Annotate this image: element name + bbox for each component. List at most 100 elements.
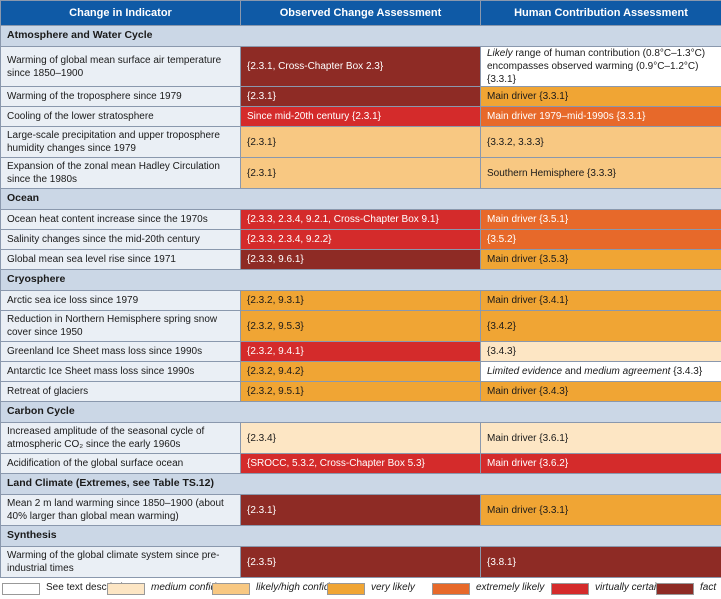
section-row: Land Climate (Extremes, see Table TS.12) (0, 473, 721, 495)
table-row: Acidification of the global surface ocea… (0, 453, 721, 474)
indicator-cell: Warming of global mean surface air tempe… (0, 46, 241, 87)
human-text: Main driver {3.5.3} (487, 254, 569, 265)
indicator-cell: Mean 2 m land warming since 1850–1900 (a… (0, 494, 241, 526)
observed-cell: {2.3.3, 9.6.1} (240, 249, 481, 270)
legend-label: medium confidence (151, 582, 238, 593)
section-title: Cryosphere (0, 269, 721, 291)
observed-cell: {2.3.3, 2.3.4, 9.2.1, Cross-Chapter Box … (240, 209, 481, 230)
human-text: {3.5.2} (487, 234, 516, 245)
table-row: Mean 2 m land warming since 1850–1900 (a… (0, 494, 721, 526)
table-row: Warming of global mean surface air tempe… (0, 46, 721, 87)
human-cell: Main driver {3.3.1} (480, 86, 721, 107)
table-row: Warming of the global climate system sin… (0, 546, 721, 578)
header-human: Human Contribution Assessment (480, 0, 721, 26)
section-row: Synthesis (0, 525, 721, 547)
human-cell: Main driver {3.5.3} (480, 249, 721, 270)
header-indicator: Change in Indicator (0, 0, 241, 26)
human-text: medium agreement (584, 366, 671, 377)
indicator-table: Change in Indicator Observed Change Asse… (0, 0, 721, 578)
table-row: Retreat of glaciers {2.3.2, 9.5.1} Main dr… (0, 381, 721, 402)
indicator-cell: Retreat of glaciers (0, 381, 241, 402)
human-text: {3.4.3} (487, 346, 516, 357)
human-text: Main driver {3.4.3} (487, 386, 569, 397)
human-cell: Southern Hemisphere {3.3.3} (480, 157, 721, 189)
human-cell: Limited evidence and medium agreement {3… (480, 361, 721, 382)
observed-cell: {2.3.4} (240, 422, 481, 454)
section-row: Atmosphere and Water Cycle (0, 25, 721, 47)
observed-cell: {2.3.3, 2.3.4, 9.2.2} (240, 229, 481, 250)
human-text: {3.4.3} (670, 366, 703, 377)
indicator-cell: Global mean sea level rise since 1971 (0, 249, 241, 270)
indicator-cell: Large-scale precipitation and upper trop… (0, 126, 241, 158)
table-body: Atmosphere and Water Cycle Warming of glo… (0, 25, 721, 578)
legend-label: very likely (371, 582, 415, 593)
table-row: Large-scale precipitation and upper trop… (0, 126, 721, 158)
legend-label: fact (700, 582, 717, 593)
human-text: Main driver 1979–mid-1990s {3.3.1} (487, 111, 646, 122)
legend-swatch (656, 583, 694, 595)
table-header-row: Change in Indicator Observed Change Asse… (0, 0, 721, 26)
indicator-cell: Salinity changes since the mid-20th cent… (0, 229, 241, 250)
indicator-cell: Greenland Ice Sheet mass loss since 1990… (0, 341, 241, 362)
indicator-cell: Antarctic Ice Sheet mass loss since 1990… (0, 361, 241, 382)
observed-cell: Since mid-20th century {2.3.1} (240, 106, 481, 127)
human-text: {3.4.2} (487, 320, 516, 332)
legend: See text description medium confidence lik… (0, 579, 721, 599)
human-cell: {3.3.2, 3.3.3} (480, 126, 721, 158)
human-cell: Main driver {3.4.1} (480, 290, 721, 311)
human-cell: Main driver {3.3.1} (480, 494, 721, 526)
section-title: Land Climate (Extremes, see Table TS.12) (0, 473, 721, 495)
table-row: Warming of the troposphere since 1979 {2.… (0, 86, 721, 107)
section-title: Synthesis (0, 525, 721, 547)
table-row: Global mean sea level rise since 1971 {2.… (0, 249, 721, 270)
legend-label: virtually certain (595, 582, 662, 593)
human-text: Limited evidence (487, 366, 563, 377)
table-row: Greenland Ice Sheet mass loss since 1990… (0, 341, 721, 362)
table-row: Arctic sea ice loss since 1979 {2.3.2, 9.… (0, 290, 721, 311)
indicator-cell: Acidification of the global surface ocea… (0, 453, 241, 474)
human-text: {3.3.2, 3.3.3} (487, 136, 544, 148)
human-cell: Main driver {3.4.3} (480, 381, 721, 402)
observed-cell: {2.3.1, Cross-Chapter Box 2.3} (240, 46, 481, 87)
observed-cell: {2.3.2, 9.5.1} (240, 381, 481, 402)
human-text: range of human contribution (0.8°C–1.3°C… (487, 48, 706, 85)
indicator-cell: Expansion of the zonal mean Hadley Circu… (0, 157, 241, 189)
human-cell: Main driver 1979–mid-1990s {3.3.1} (480, 106, 721, 127)
indicator-cell: Ocean heat content increase since the 19… (0, 209, 241, 230)
header-observed: Observed Change Assessment (240, 0, 481, 26)
table-row: Reduction in Northern Hemisphere spring … (0, 310, 721, 342)
human-cell: Main driver {3.6.2} (480, 453, 721, 474)
observed-cell: {2.3.2, 9.4.1} (240, 341, 481, 362)
section-row: Carbon Cycle (0, 401, 721, 423)
human-cell: Main driver {3.6.1} (480, 422, 721, 454)
legend-swatch (107, 583, 145, 595)
observed-cell: {2.3.2, 9.4.2} (240, 361, 481, 382)
observed-cell: {2.3.1} (240, 126, 481, 158)
observed-cell: {2.3.1} (240, 494, 481, 526)
legend-swatch (432, 583, 470, 595)
table-row: Increased amplitude of the seasonal cycl… (0, 422, 721, 454)
human-cell: {3.4.2} (480, 310, 721, 342)
section-title: Carbon Cycle (0, 401, 721, 423)
legend-label: likely/high confidence (256, 582, 352, 593)
section-row: Ocean (0, 188, 721, 210)
human-cell: Main driver {3.5.1} (480, 209, 721, 230)
human-text: Likely (487, 48, 513, 59)
legend-swatch (327, 583, 365, 595)
indicator-cell: Reduction in Northern Hemisphere spring … (0, 310, 241, 342)
observed-cell: {SROCC, 5.3.2, Cross-Chapter Box 5.3} (240, 453, 481, 474)
human-text: Main driver {3.3.1} (487, 504, 569, 516)
human-cell: Likely range of human contribution (0.8°… (480, 46, 721, 87)
indicator-cell: Arctic sea ice loss since 1979 (0, 290, 241, 311)
observed-cell: {2.3.5} (240, 546, 481, 578)
human-text: Main driver {3.3.1} (487, 91, 569, 102)
section-title: Atmosphere and Water Cycle (0, 25, 721, 47)
table-row: Expansion of the zonal mean Hadley Circu… (0, 157, 721, 189)
human-cell: {3.4.3} (480, 341, 721, 362)
observed-cell: {2.3.1} (240, 86, 481, 107)
observed-cell: {2.3.1} (240, 157, 481, 189)
legend-swatch (2, 583, 40, 595)
section-title: Ocean (0, 188, 721, 210)
indicator-cell: Increased amplitude of the seasonal cycl… (0, 422, 241, 454)
human-text: and (562, 366, 585, 377)
